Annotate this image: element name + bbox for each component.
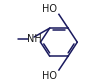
Text: HO: HO (42, 71, 57, 81)
Text: NH: NH (27, 34, 41, 44)
Text: HO: HO (42, 4, 57, 14)
